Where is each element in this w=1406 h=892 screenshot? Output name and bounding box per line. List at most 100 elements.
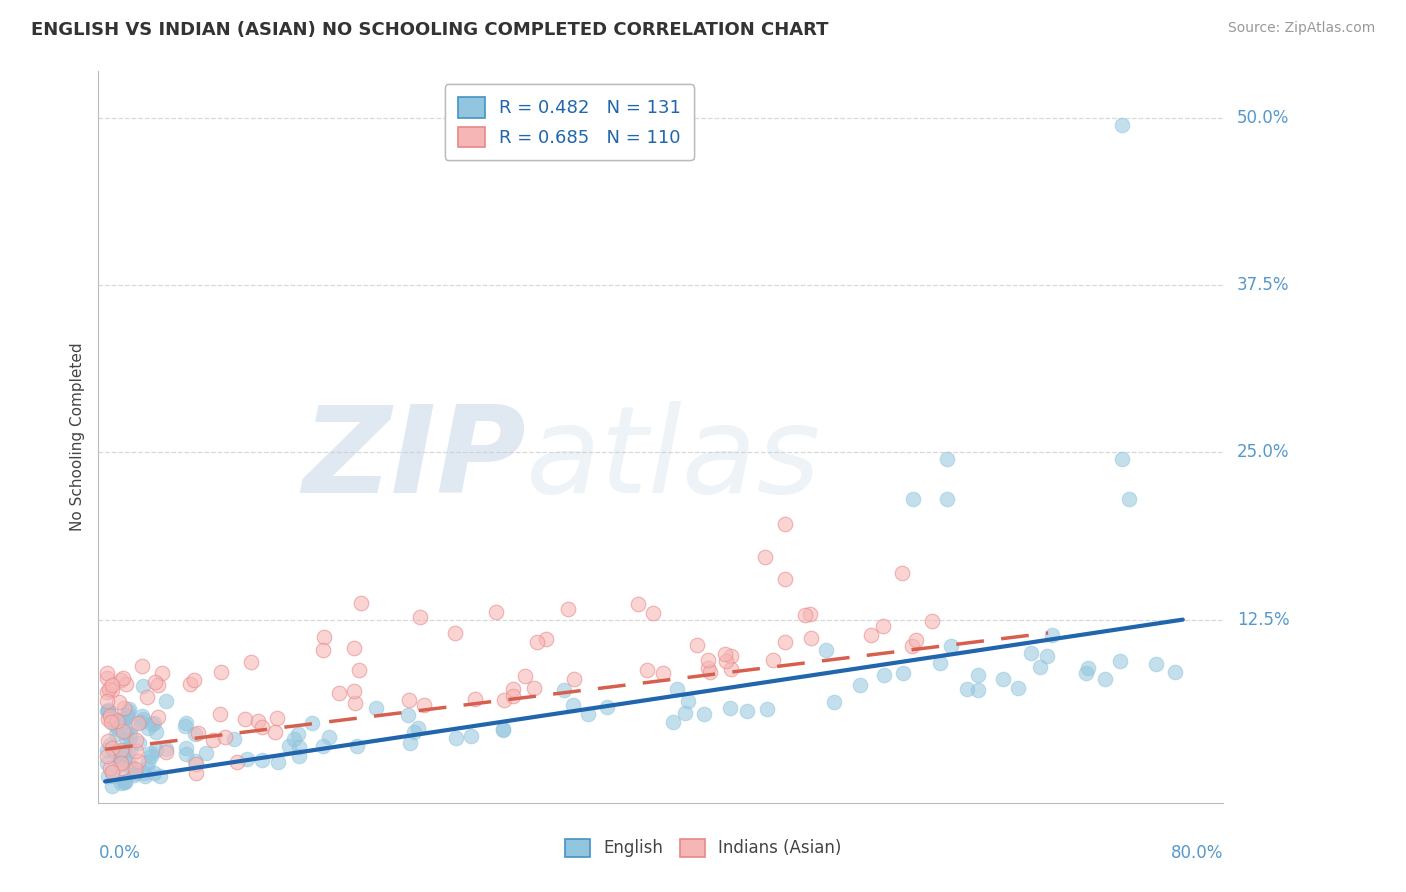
Point: [96, 704, 118, 718]
Point: [155, 746, 177, 760]
Text: ENGLISH VS INDIAN (ASIAN) NO SCHOOLING COMPLETED CORRELATION CHART: ENGLISH VS INDIAN (ASIAN) NO SCHOOLING C…: [31, 21, 828, 38]
Point: [312, 739, 335, 753]
Point: [675, 706, 697, 721]
Point: [174, 719, 197, 733]
Point: [183, 726, 205, 740]
Point: [96, 694, 118, 708]
Point: [114, 775, 136, 789]
Point: [208, 706, 231, 721]
Point: [97, 734, 120, 748]
Point: [1118, 492, 1140, 507]
Point: [311, 643, 333, 657]
Point: [283, 731, 305, 746]
Point: [250, 753, 273, 767]
Point: [314, 630, 336, 644]
Point: [155, 694, 177, 708]
Text: atlas: atlas: [526, 401, 821, 517]
Point: [720, 648, 742, 663]
Point: [145, 725, 167, 739]
Point: [928, 656, 950, 670]
Point: [124, 733, 146, 747]
Point: [492, 723, 515, 737]
Point: [595, 700, 617, 714]
Point: [174, 740, 197, 755]
Point: [233, 712, 256, 726]
Point: [288, 749, 311, 764]
Point: [287, 739, 309, 754]
Point: [1108, 654, 1130, 668]
Point: [115, 709, 138, 723]
Point: [186, 756, 208, 771]
Point: [343, 683, 366, 698]
Point: [1094, 672, 1116, 686]
Point: [460, 730, 482, 744]
Point: [184, 765, 207, 780]
Point: [148, 678, 170, 692]
Point: [891, 665, 914, 680]
Point: [349, 663, 371, 677]
Point: [627, 597, 650, 611]
Point: [183, 673, 205, 687]
Point: [150, 666, 173, 681]
Point: [1111, 118, 1133, 132]
Point: [202, 732, 225, 747]
Point: [96, 685, 118, 699]
Point: [120, 743, 142, 757]
Point: [301, 716, 323, 731]
Point: [956, 682, 979, 697]
Point: [96, 671, 118, 685]
Point: [562, 672, 585, 686]
Point: [1040, 628, 1063, 642]
Y-axis label: No Schooling Completed: No Schooling Completed: [69, 343, 84, 532]
Point: [125, 744, 148, 758]
Point: [346, 739, 368, 754]
Text: 25.0%: 25.0%: [1237, 443, 1289, 461]
Point: [110, 743, 132, 757]
Point: [143, 675, 166, 690]
Point: [112, 714, 135, 728]
Point: [773, 517, 796, 532]
Point: [96, 756, 118, 770]
Point: [98, 708, 121, 723]
Point: [138, 755, 160, 769]
Point: [402, 725, 425, 739]
Point: [98, 681, 121, 696]
Point: [666, 681, 689, 696]
Text: 50.0%: 50.0%: [1237, 109, 1289, 128]
Point: [523, 681, 546, 696]
Point: [128, 736, 150, 750]
Point: [720, 662, 742, 676]
Point: [799, 607, 821, 621]
Point: [112, 713, 135, 727]
Point: [485, 605, 508, 619]
Text: ZIP: ZIP: [302, 401, 526, 517]
Point: [124, 762, 146, 776]
Point: [1019, 646, 1042, 660]
Point: [103, 744, 125, 758]
Point: [557, 602, 579, 616]
Point: [117, 742, 139, 756]
Point: [110, 746, 132, 760]
Point: [155, 741, 177, 756]
Point: [1036, 648, 1059, 663]
Point: [174, 715, 197, 730]
Point: [131, 659, 153, 673]
Point: [714, 647, 737, 661]
Point: [209, 665, 232, 679]
Point: [132, 712, 155, 726]
Point: [641, 607, 664, 621]
Legend: R = 0.482   N = 131, R = 0.685   N = 110: R = 0.482 N = 131, R = 0.685 N = 110: [444, 84, 693, 160]
Point: [117, 705, 139, 719]
Point: [105, 727, 128, 741]
Point: [553, 682, 575, 697]
Point: [1029, 660, 1052, 674]
Point: [111, 761, 134, 775]
Point: [139, 748, 162, 763]
Point: [762, 653, 785, 667]
Point: [139, 746, 162, 760]
Point: [266, 711, 288, 725]
Point: [135, 690, 157, 704]
Point: [1076, 666, 1098, 681]
Point: [148, 710, 170, 724]
Point: [526, 635, 548, 649]
